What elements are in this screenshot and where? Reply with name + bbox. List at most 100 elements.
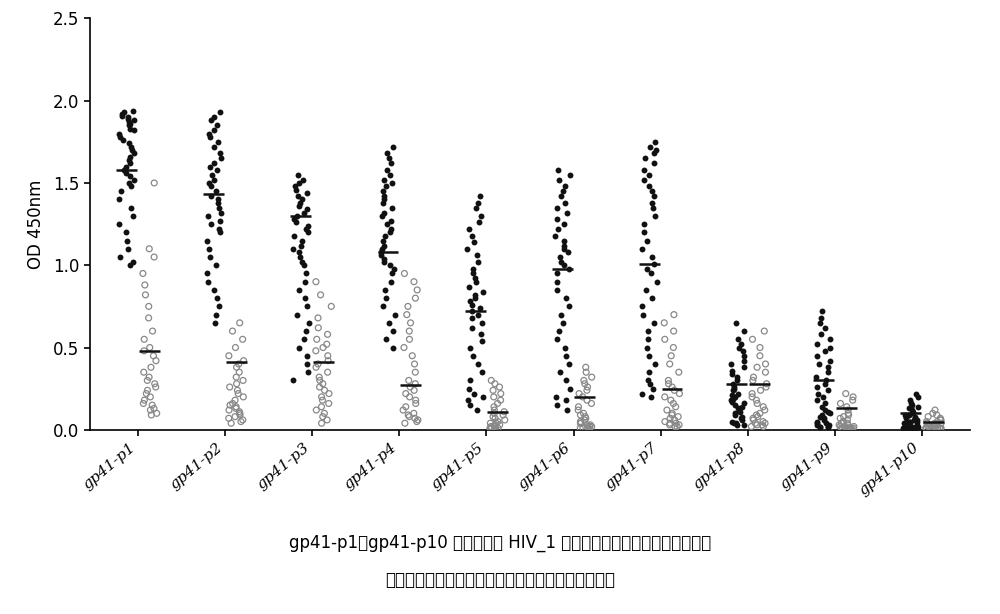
- Point: [121, 120, 137, 130]
- Point: [486, 405, 502, 415]
- Point: [810, 389, 826, 398]
- Point: [288, 185, 304, 195]
- Point: [755, 422, 771, 432]
- Point: [315, 379, 331, 389]
- Point: [212, 227, 228, 237]
- Point: [136, 367, 152, 377]
- Point: [839, 415, 855, 425]
- Point: [141, 301, 157, 311]
- Point: [144, 400, 160, 410]
- Point: [199, 268, 215, 278]
- Point: [816, 415, 832, 425]
- Point: [290, 170, 306, 180]
- Point: [320, 351, 336, 360]
- Point: [556, 219, 572, 229]
- Point: [666, 386, 682, 395]
- Point: [121, 155, 137, 165]
- Point: [577, 379, 593, 389]
- Point: [902, 417, 918, 427]
- Point: [231, 407, 247, 417]
- Point: [641, 367, 657, 377]
- Point: [142, 343, 158, 352]
- Point: [901, 410, 917, 420]
- Point: [920, 422, 936, 432]
- Point: [299, 351, 315, 360]
- Point: [809, 340, 825, 349]
- Point: [485, 386, 501, 395]
- Point: [558, 376, 574, 386]
- Point: [929, 410, 945, 420]
- Point: [663, 395, 679, 405]
- Point: [636, 219, 652, 229]
- Point: [381, 154, 397, 163]
- Point: [932, 423, 948, 433]
- Point: [228, 403, 244, 413]
- Point: [750, 412, 766, 422]
- Point: [845, 395, 861, 405]
- Point: [727, 410, 743, 420]
- Point: [734, 412, 750, 422]
- Point: [906, 423, 922, 433]
- Point: [897, 420, 913, 430]
- Point: [137, 280, 153, 290]
- Point: [387, 309, 403, 319]
- Point: [929, 417, 945, 427]
- Point: [300, 367, 316, 377]
- Point: [634, 244, 650, 254]
- Point: [120, 244, 136, 254]
- Point: [291, 285, 307, 295]
- Point: [907, 413, 923, 423]
- Point: [315, 412, 331, 422]
- Point: [639, 343, 655, 352]
- Point: [837, 422, 853, 432]
- Point: [840, 408, 856, 418]
- Point: [907, 412, 923, 422]
- Point: [895, 423, 911, 433]
- Point: [231, 367, 247, 377]
- Point: [212, 149, 228, 158]
- Point: [210, 195, 226, 204]
- Point: [210, 198, 226, 208]
- Point: [903, 398, 919, 408]
- Point: [556, 260, 572, 270]
- Point: [409, 417, 425, 427]
- Point: [908, 389, 924, 398]
- Point: [933, 415, 949, 425]
- Point: [383, 224, 399, 234]
- Point: [560, 247, 576, 257]
- Point: [641, 170, 657, 180]
- Point: [667, 415, 683, 425]
- Point: [910, 422, 926, 432]
- Point: [111, 219, 127, 229]
- Point: [206, 158, 222, 168]
- Point: [553, 309, 569, 319]
- Point: [462, 297, 478, 306]
- Point: [731, 343, 747, 352]
- Point: [495, 410, 511, 420]
- Point: [111, 195, 127, 204]
- Point: [643, 268, 659, 278]
- Point: [662, 418, 678, 428]
- Point: [473, 211, 489, 221]
- Point: [927, 418, 943, 428]
- Point: [904, 423, 920, 433]
- Point: [572, 418, 588, 428]
- Point: [209, 120, 225, 130]
- Point: [579, 420, 595, 430]
- Y-axis label: OD 450nm: OD 450nm: [27, 179, 45, 269]
- Point: [294, 257, 310, 267]
- Point: [822, 335, 838, 344]
- Point: [580, 423, 596, 433]
- Point: [142, 405, 158, 415]
- Point: [636, 175, 652, 185]
- Point: [570, 402, 586, 411]
- Point: [126, 149, 142, 158]
- Point: [576, 376, 592, 386]
- Point: [814, 410, 830, 420]
- Point: [402, 392, 418, 402]
- Point: [373, 251, 389, 260]
- Point: [232, 408, 248, 418]
- Point: [552, 367, 568, 377]
- Point: [409, 285, 425, 295]
- Point: [549, 214, 565, 224]
